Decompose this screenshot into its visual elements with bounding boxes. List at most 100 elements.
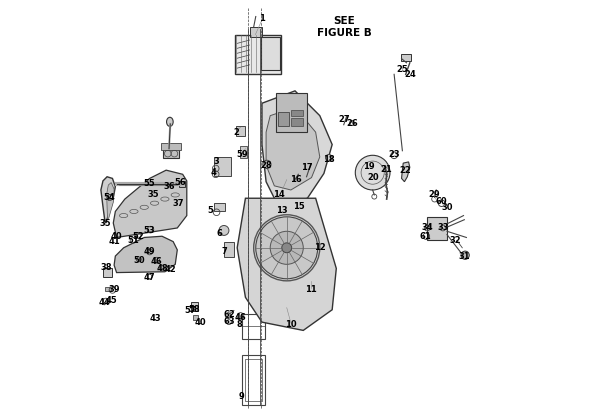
Text: 11: 11 bbox=[305, 285, 317, 294]
Text: 5: 5 bbox=[208, 206, 213, 215]
Text: 45: 45 bbox=[106, 296, 117, 305]
Text: 13: 13 bbox=[276, 206, 287, 215]
Text: 14: 14 bbox=[273, 190, 284, 199]
Text: 44: 44 bbox=[99, 298, 110, 307]
Polygon shape bbox=[224, 242, 234, 257]
Text: 4: 4 bbox=[210, 168, 216, 177]
Polygon shape bbox=[237, 126, 245, 136]
Text: 35: 35 bbox=[148, 190, 159, 199]
Text: 26: 26 bbox=[346, 119, 358, 128]
Polygon shape bbox=[278, 112, 289, 126]
Circle shape bbox=[326, 154, 332, 161]
Text: 41: 41 bbox=[108, 237, 120, 246]
Text: 60: 60 bbox=[436, 197, 447, 206]
Text: 38: 38 bbox=[100, 263, 112, 272]
Text: 56: 56 bbox=[174, 178, 186, 187]
Text: 49: 49 bbox=[144, 247, 155, 256]
Text: 22: 22 bbox=[400, 166, 412, 175]
Polygon shape bbox=[163, 147, 179, 158]
Text: 47: 47 bbox=[144, 273, 155, 282]
Text: 40: 40 bbox=[195, 318, 206, 328]
Text: 63: 63 bbox=[224, 317, 235, 326]
Circle shape bbox=[461, 251, 469, 259]
Polygon shape bbox=[215, 157, 231, 176]
Text: 35: 35 bbox=[99, 219, 111, 228]
Text: SEE
FIGURE B: SEE FIGURE B bbox=[317, 16, 372, 38]
Polygon shape bbox=[401, 54, 411, 61]
Text: 30: 30 bbox=[441, 203, 453, 212]
Text: 40: 40 bbox=[111, 232, 122, 241]
Text: 18: 18 bbox=[323, 154, 335, 164]
Polygon shape bbox=[107, 183, 114, 220]
Polygon shape bbox=[215, 203, 225, 211]
Polygon shape bbox=[402, 162, 410, 182]
Text: 16: 16 bbox=[290, 175, 301, 184]
Polygon shape bbox=[191, 302, 198, 311]
Text: 48: 48 bbox=[156, 264, 168, 273]
Text: 46: 46 bbox=[235, 313, 247, 322]
Polygon shape bbox=[427, 217, 447, 240]
Text: 37: 37 bbox=[173, 199, 184, 208]
Text: 33: 33 bbox=[437, 223, 448, 233]
Text: 15: 15 bbox=[293, 202, 305, 211]
Text: 52: 52 bbox=[132, 232, 144, 241]
Text: 7: 7 bbox=[221, 247, 227, 256]
Text: 24: 24 bbox=[404, 70, 416, 79]
Text: 1: 1 bbox=[259, 14, 265, 23]
Text: 39: 39 bbox=[109, 285, 120, 294]
Text: 42: 42 bbox=[165, 265, 176, 274]
Polygon shape bbox=[114, 236, 178, 273]
Text: 31: 31 bbox=[458, 252, 470, 261]
Text: 21: 21 bbox=[380, 165, 392, 174]
Text: 28: 28 bbox=[260, 161, 272, 170]
Text: 61: 61 bbox=[419, 232, 431, 241]
Polygon shape bbox=[192, 315, 198, 320]
Text: 53: 53 bbox=[144, 226, 155, 235]
Text: 51: 51 bbox=[127, 236, 139, 245]
Polygon shape bbox=[103, 268, 112, 277]
Text: 46: 46 bbox=[151, 256, 162, 266]
Text: 8: 8 bbox=[237, 320, 242, 329]
Circle shape bbox=[282, 243, 291, 253]
Text: 62: 62 bbox=[224, 310, 235, 319]
Text: 6: 6 bbox=[217, 229, 223, 238]
Text: 2: 2 bbox=[234, 128, 240, 137]
Text: 34: 34 bbox=[421, 223, 433, 233]
Polygon shape bbox=[250, 27, 262, 37]
Circle shape bbox=[107, 195, 113, 200]
Circle shape bbox=[263, 160, 271, 169]
Text: 57: 57 bbox=[184, 306, 195, 315]
Polygon shape bbox=[113, 170, 187, 237]
Polygon shape bbox=[291, 110, 303, 116]
Polygon shape bbox=[262, 91, 332, 206]
Text: 58: 58 bbox=[188, 305, 199, 314]
Circle shape bbox=[355, 155, 390, 190]
Polygon shape bbox=[160, 143, 181, 150]
Text: 9: 9 bbox=[238, 392, 244, 401]
Polygon shape bbox=[266, 107, 320, 190]
Text: 19: 19 bbox=[363, 161, 375, 171]
Polygon shape bbox=[291, 118, 303, 126]
Text: 32: 32 bbox=[450, 236, 461, 245]
Circle shape bbox=[219, 225, 229, 235]
Text: 12: 12 bbox=[314, 243, 326, 252]
Text: 25: 25 bbox=[396, 65, 408, 74]
Circle shape bbox=[256, 217, 318, 279]
Text: 29: 29 bbox=[429, 190, 440, 199]
Polygon shape bbox=[101, 177, 116, 223]
Text: 3: 3 bbox=[214, 157, 219, 166]
Text: 23: 23 bbox=[388, 150, 400, 159]
Ellipse shape bbox=[166, 117, 173, 126]
Text: 17: 17 bbox=[301, 163, 312, 172]
Circle shape bbox=[270, 231, 303, 264]
Text: 36: 36 bbox=[163, 182, 175, 191]
Text: 10: 10 bbox=[285, 320, 297, 329]
Polygon shape bbox=[105, 287, 112, 291]
Text: 59: 59 bbox=[237, 150, 248, 159]
Text: 55: 55 bbox=[144, 179, 156, 188]
Polygon shape bbox=[179, 181, 185, 187]
Text: 27: 27 bbox=[338, 115, 349, 124]
Text: 43: 43 bbox=[150, 314, 161, 323]
Text: 54: 54 bbox=[103, 193, 115, 202]
Text: 50: 50 bbox=[133, 256, 145, 265]
